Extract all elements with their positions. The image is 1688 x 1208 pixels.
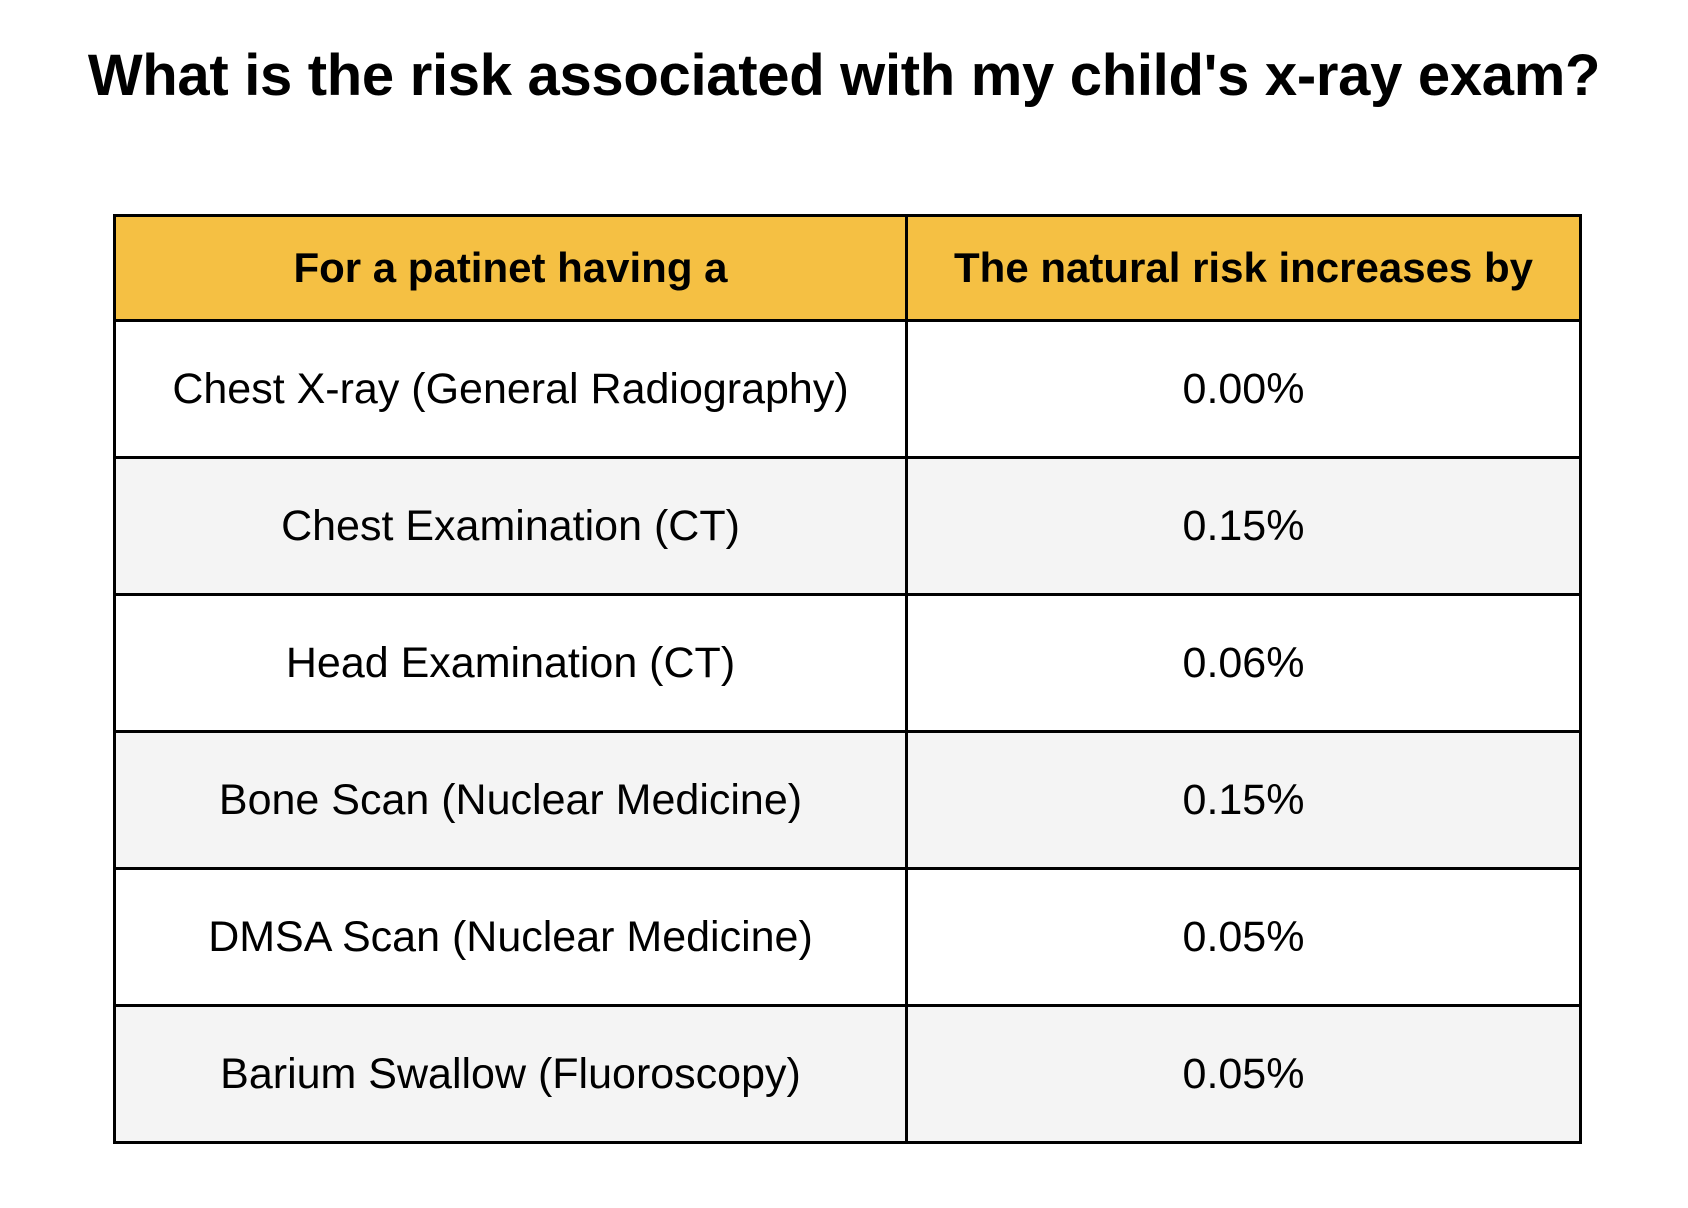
risk-cell: 0.05% [905,867,1582,1007]
column-header-exam: For a patinet having a [113,214,908,322]
risk-cell: 0.05% [905,1004,1582,1144]
table-header-row: For a patinet having a The natural risk … [113,214,1582,322]
exam-cell: Chest Examination (CT) [113,456,908,596]
table-row: Bone Scan (Nuclear Medicine) 0.15% [113,730,1582,870]
risk-cell: 0.15% [905,456,1582,596]
table-row: Chest Examination (CT) 0.15% [113,456,1582,596]
exam-cell: Barium Swallow (Fluoroscopy) [113,1004,908,1144]
risk-cell: 0.06% [905,593,1582,733]
exam-cell: Head Examination (CT) [113,593,908,733]
exam-cell: Chest X-ray (General Radiography) [113,319,908,459]
risk-cell: 0.15% [905,730,1582,870]
risk-table: For a patinet having a The natural risk … [113,214,1582,1144]
exam-cell: Bone Scan (Nuclear Medicine) [113,730,908,870]
exam-cell: DMSA Scan (Nuclear Medicine) [113,867,908,1007]
table-row: DMSA Scan (Nuclear Medicine) 0.05% [113,867,1582,1007]
risk-cell: 0.00% [905,319,1582,459]
table-row: Head Examination (CT) 0.06% [113,593,1582,733]
table-row: Chest X-ray (General Radiography) 0.00% [113,319,1582,459]
column-header-risk: The natural risk increases by [905,214,1582,322]
table-row: Barium Swallow (Fluoroscopy) 0.05% [113,1004,1582,1144]
page-title: What is the risk associated with my chil… [87,43,1601,108]
